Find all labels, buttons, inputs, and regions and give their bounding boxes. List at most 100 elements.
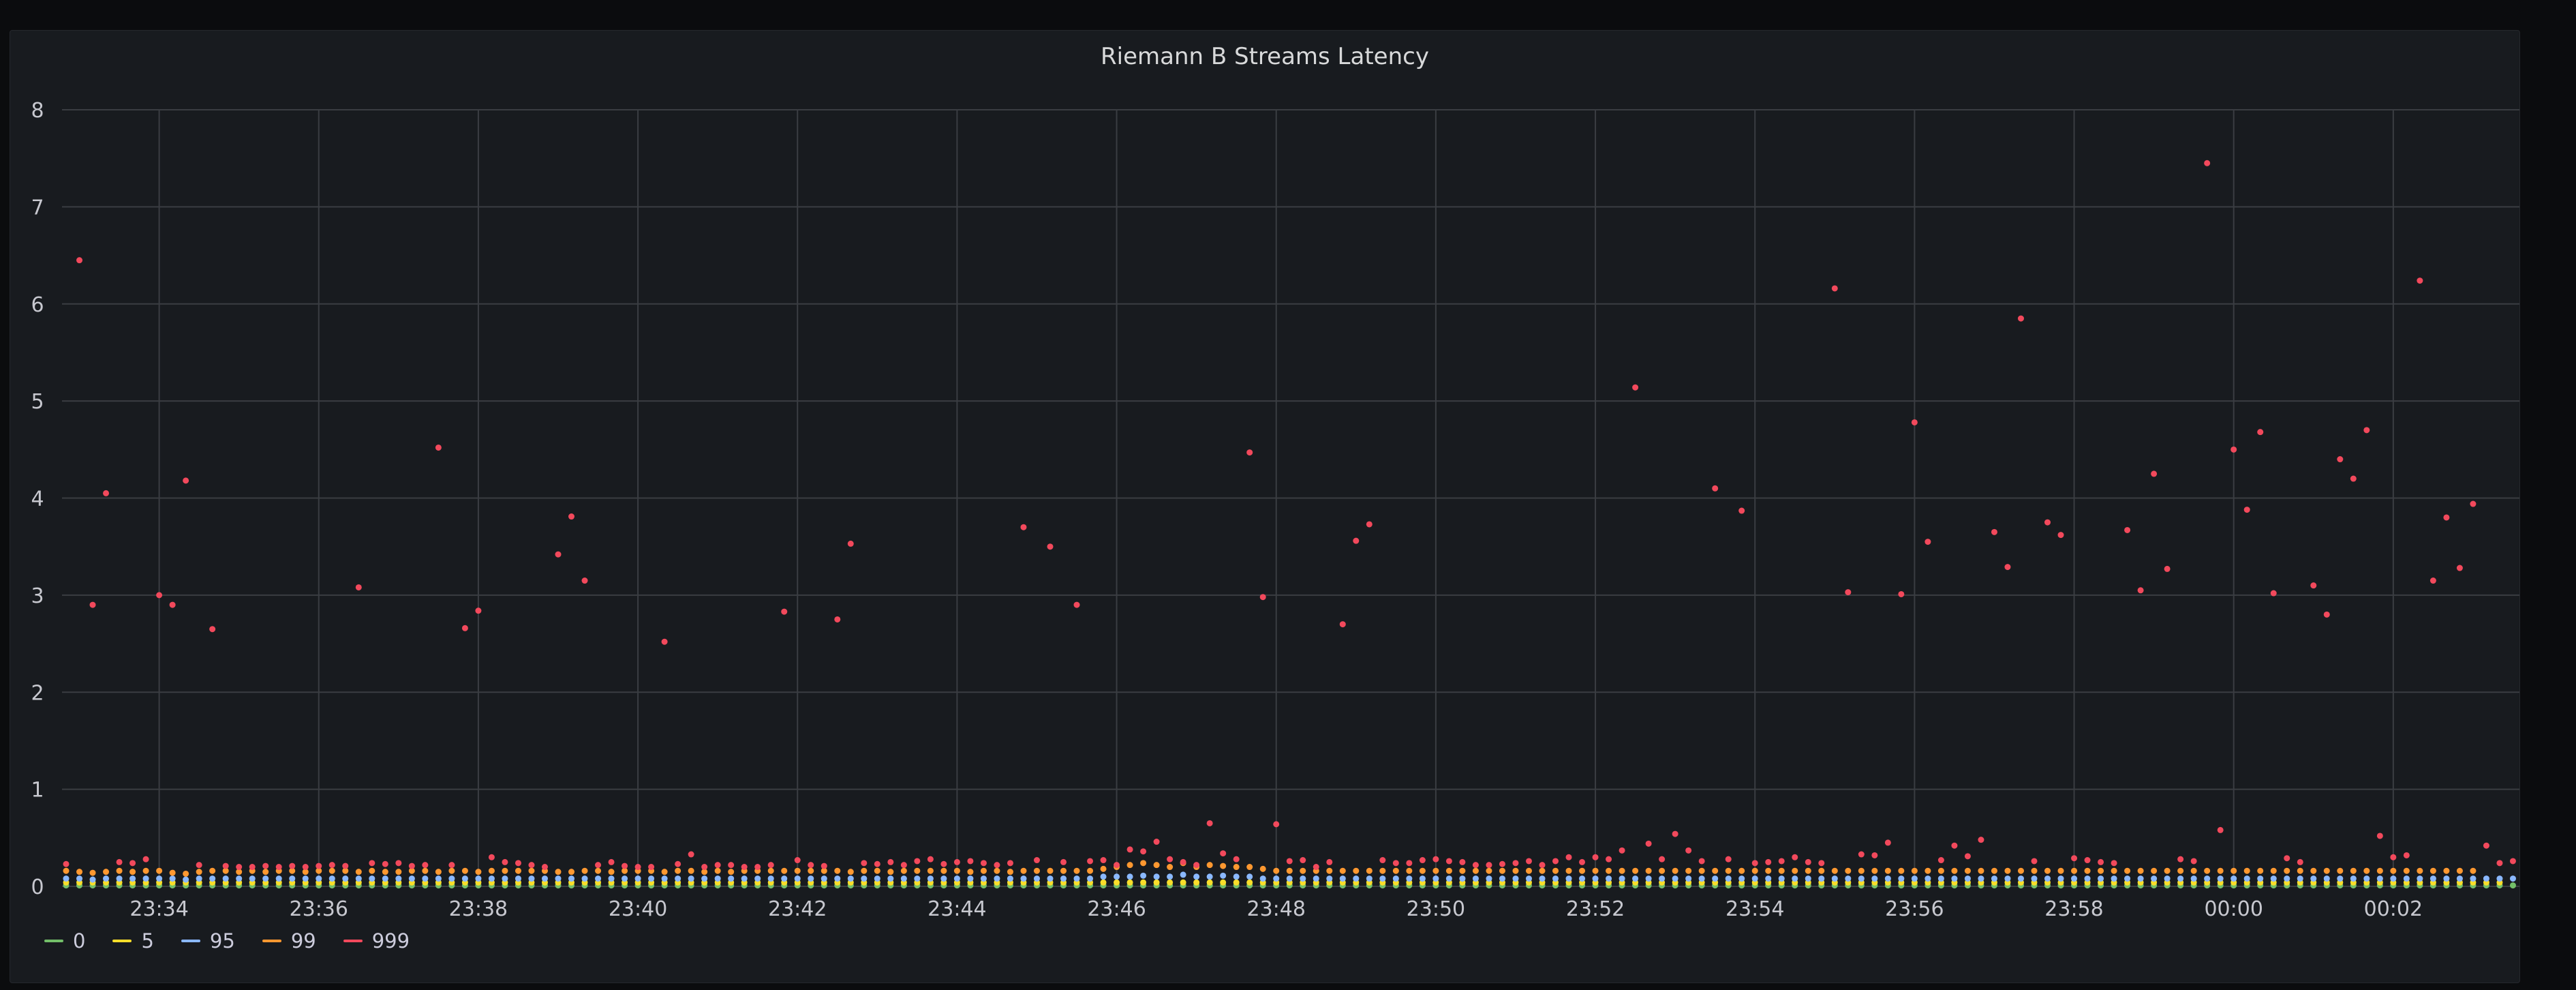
data-point[interactable] <box>76 257 83 264</box>
data-point[interactable] <box>2098 875 2104 882</box>
data-point[interactable] <box>2071 875 2078 882</box>
data-point[interactable] <box>448 862 455 869</box>
data-point[interactable] <box>1871 852 1878 858</box>
data-point[interactable] <box>1792 875 1798 882</box>
data-point[interactable] <box>1472 875 1479 882</box>
data-point[interactable] <box>1964 875 1971 882</box>
data-point[interactable] <box>2098 867 2104 874</box>
data-point[interactable] <box>382 869 388 875</box>
data-point[interactable] <box>1459 858 1466 865</box>
data-point[interactable] <box>2270 590 2277 597</box>
data-point[interactable] <box>781 875 788 882</box>
data-point[interactable] <box>581 875 588 882</box>
data-point[interactable] <box>1884 867 1891 874</box>
data-point[interactable] <box>1725 867 1732 874</box>
data-point[interactable] <box>342 867 349 874</box>
data-point[interactable] <box>1114 862 1120 869</box>
data-point[interactable] <box>994 867 1000 874</box>
data-point[interactable] <box>2376 832 2383 839</box>
data-point[interactable] <box>714 867 721 874</box>
data-point[interactable] <box>714 875 721 882</box>
data-point[interactable] <box>156 875 163 882</box>
data-point[interactable] <box>1499 875 1505 882</box>
data-point[interactable] <box>435 875 442 882</box>
data-point[interactable] <box>1180 879 1186 886</box>
data-point[interactable] <box>2284 867 2290 874</box>
data-point[interactable] <box>900 875 907 882</box>
data-point[interactable] <box>156 867 163 874</box>
data-point[interactable] <box>2177 875 2184 882</box>
data-point[interactable] <box>2084 875 2091 882</box>
data-point[interactable] <box>1645 867 1652 874</box>
data-point[interactable] <box>2124 867 2131 874</box>
data-point[interactable] <box>2044 867 2051 874</box>
data-point[interactable] <box>967 869 974 875</box>
data-point[interactable] <box>1220 862 1227 869</box>
data-point[interactable] <box>1486 867 1492 874</box>
data-point[interactable] <box>1206 820 1213 826</box>
data-point[interactable] <box>2297 858 2303 865</box>
data-point[interactable] <box>448 875 455 882</box>
data-point[interactable] <box>1778 858 1785 865</box>
data-point[interactable] <box>1033 875 1040 882</box>
data-point[interactable] <box>2443 867 2450 874</box>
data-point[interactable] <box>1725 875 1732 882</box>
data-point[interactable] <box>2403 852 2410 858</box>
data-point[interactable] <box>461 875 468 882</box>
data-point[interactable] <box>475 875 482 882</box>
data-point[interactable] <box>767 875 774 882</box>
data-point[interactable] <box>1233 856 1240 862</box>
data-point[interactable] <box>1818 867 1825 874</box>
data-point[interactable] <box>1937 857 1944 864</box>
data-point[interactable] <box>461 625 468 631</box>
data-point[interactable] <box>1565 867 1572 874</box>
data-point[interactable] <box>1153 873 1160 880</box>
data-point[interactable] <box>116 875 123 882</box>
data-point[interactable] <box>2509 858 2516 865</box>
data-point[interactable] <box>1020 524 1027 530</box>
data-point[interactable] <box>2004 867 2011 874</box>
data-point[interactable] <box>1180 858 1186 865</box>
data-point[interactable] <box>675 860 681 867</box>
data-point[interactable] <box>196 869 202 875</box>
data-point[interactable] <box>2350 875 2357 882</box>
data-point[interactable] <box>1512 867 1519 874</box>
data-point[interactable] <box>1459 867 1466 874</box>
data-point[interactable] <box>2243 507 2250 513</box>
data-point[interactable] <box>1884 875 1891 882</box>
data-point[interactable] <box>1539 867 1546 874</box>
data-point[interactable] <box>1419 875 1426 882</box>
data-point[interactable] <box>2496 860 2503 867</box>
data-point[interactable] <box>1419 867 1426 874</box>
data-point[interactable] <box>316 867 322 874</box>
data-point[interactable] <box>1246 449 1253 456</box>
data-point[interactable] <box>1778 875 1785 882</box>
data-point[interactable] <box>2111 860 2117 867</box>
data-point[interactable] <box>435 869 442 875</box>
data-point[interactable] <box>1300 875 1306 882</box>
data-point[interactable] <box>1539 862 1546 869</box>
data-point[interactable] <box>900 862 907 869</box>
data-point[interactable] <box>1871 867 1878 874</box>
data-point[interactable] <box>1925 867 1931 874</box>
data-point[interactable] <box>289 867 296 874</box>
data-point[interactable] <box>355 875 362 882</box>
data-point[interactable] <box>1672 830 1678 837</box>
data-point[interactable] <box>1964 867 1971 874</box>
data-point[interactable] <box>1606 856 1612 862</box>
data-point[interactable] <box>568 513 575 520</box>
data-point[interactable] <box>1167 856 1174 862</box>
data-point[interactable] <box>1060 875 1067 882</box>
data-point[interactable] <box>1167 873 1174 880</box>
data-point[interactable] <box>767 862 774 869</box>
data-point[interactable] <box>714 862 721 869</box>
data-point[interactable] <box>728 875 735 882</box>
data-point[interactable] <box>1246 879 1253 886</box>
data-point[interactable] <box>661 875 668 882</box>
data-point[interactable] <box>488 854 495 860</box>
data-point[interactable] <box>2190 858 2197 865</box>
data-point[interactable] <box>581 578 588 584</box>
data-point[interactable] <box>262 862 269 869</box>
data-point[interactable] <box>488 875 495 882</box>
data-point[interactable] <box>1632 875 1639 882</box>
